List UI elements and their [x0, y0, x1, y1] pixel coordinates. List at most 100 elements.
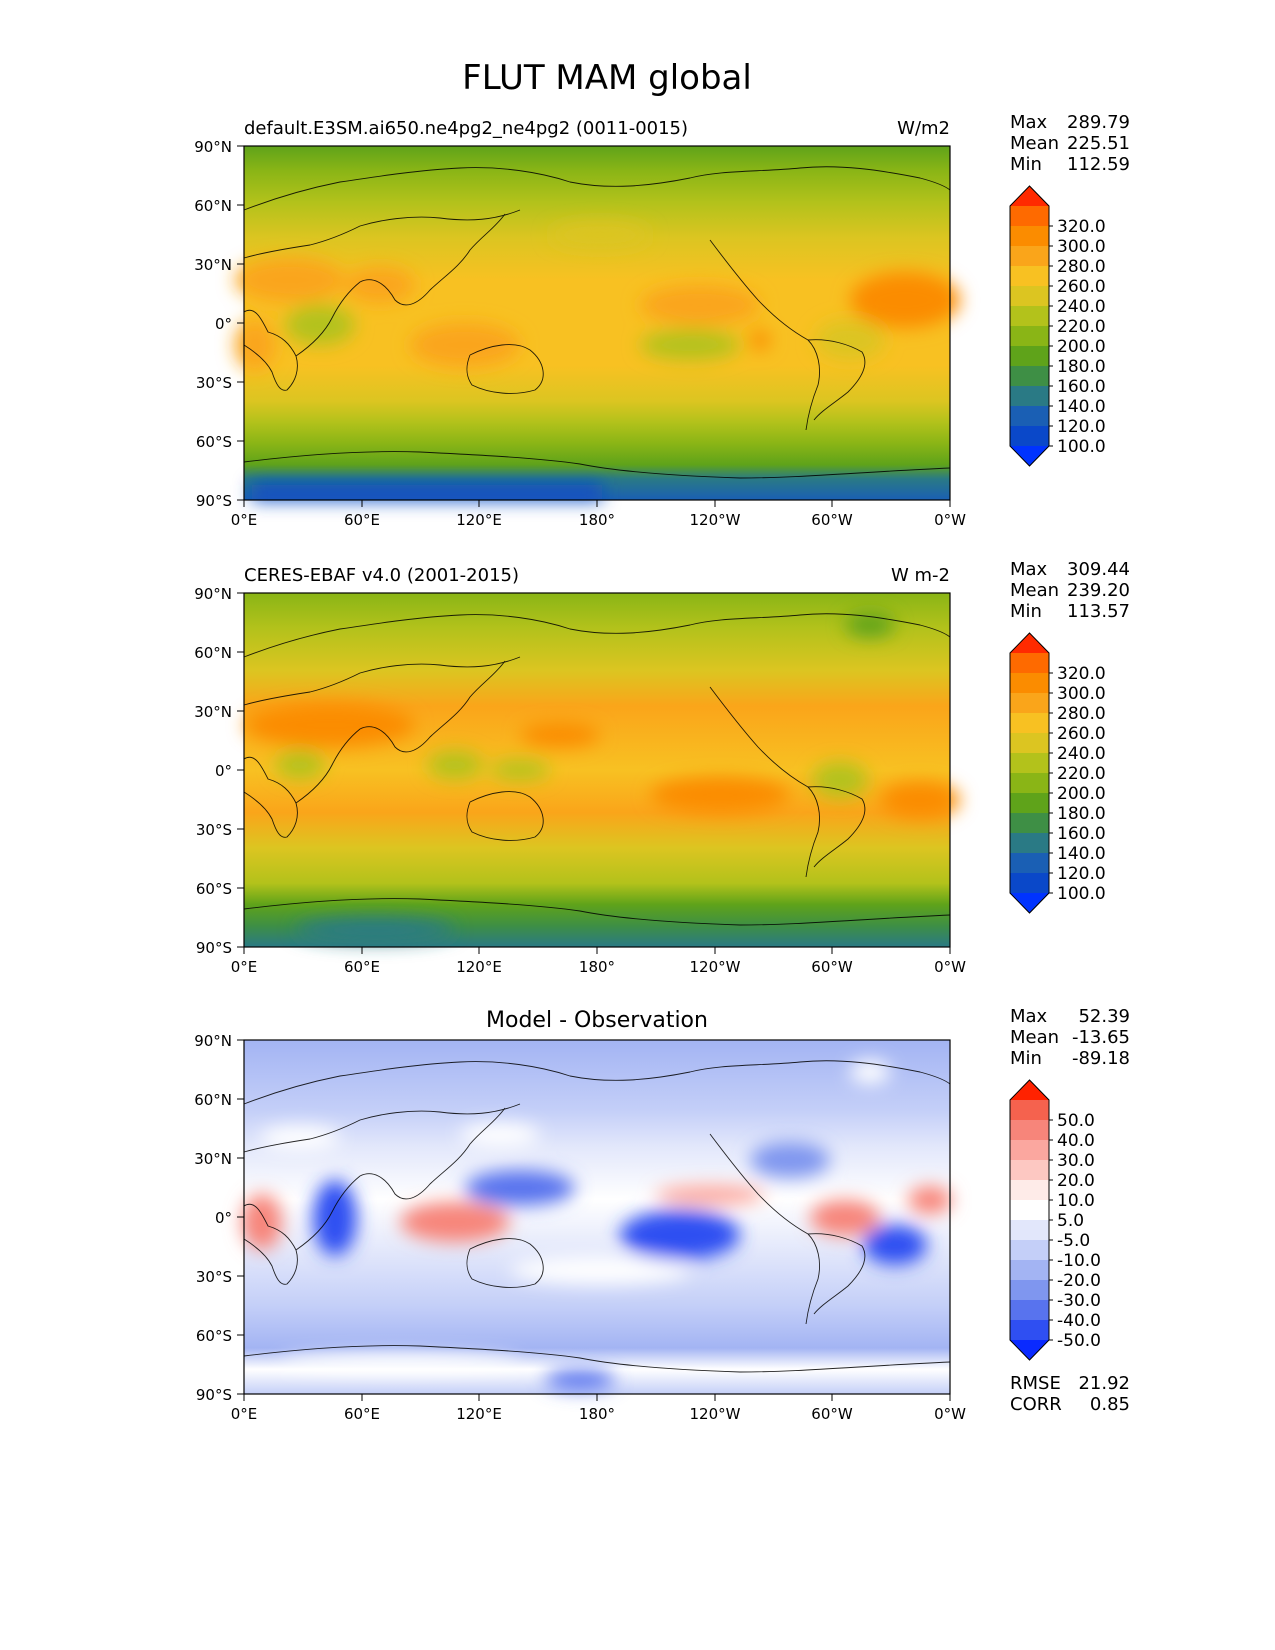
x-tick-label: 120°E: [456, 511, 502, 529]
colorbar: 320.0300.0280.0260.0240.0220.0200.0180.0…: [1009, 185, 1106, 467]
colorbar-extend-min: [1010, 446, 1049, 466]
colorbar-segment: [1010, 833, 1049, 854]
stat-label: Min: [1010, 154, 1042, 175]
x-tick-label: 60°E: [344, 511, 380, 529]
x-tick-label: 120°W: [690, 511, 741, 529]
y-tick-label: 30°S: [196, 1268, 232, 1286]
colorbar-segment: [1010, 773, 1049, 794]
colorbar-segment: [1010, 733, 1049, 754]
colorbar-extend-min: [1010, 1340, 1049, 1360]
panel-difference: Model - Observation: [194, 1006, 1130, 1423]
colorbar-segment: [1010, 753, 1049, 774]
figure-title: FLUT MAM global: [462, 58, 752, 98]
x-tick-label: 0°W: [934, 1405, 966, 1423]
x-tick-label: 120°E: [456, 958, 502, 976]
colorbar-label: 180.0: [1057, 357, 1106, 377]
panel-title-left: default.E3SM.ai650.ne4pg2_ne4pg2 (0011-0…: [244, 118, 688, 139]
colorbar-label: 320.0: [1057, 217, 1106, 237]
colorbar-label: 260.0: [1057, 724, 1106, 744]
colorbar-segment: [1010, 813, 1049, 834]
error-stats-block: RMSE 21.92 CORR 0.85: [1010, 1373, 1130, 1415]
colorbar-label: -20.0: [1057, 1271, 1101, 1291]
y-tick-label: 0°: [215, 1209, 232, 1227]
colorbar-label: -5.0: [1057, 1231, 1090, 1251]
stat-label: Min: [1010, 601, 1042, 622]
x-tick-label: 60°W: [811, 511, 853, 529]
colorbar-label: 20.0: [1057, 1171, 1095, 1191]
y-tick-label: 60°N: [194, 197, 232, 215]
stat-label: Max: [1010, 1006, 1048, 1027]
colorbar-label: 140.0: [1057, 844, 1106, 864]
colorbar-segment: [1010, 386, 1049, 407]
y-tick-label: 60°N: [194, 1091, 232, 1109]
colorbar-label: 260.0: [1057, 277, 1106, 297]
stat-label: Max: [1010, 559, 1048, 580]
colorbar-segment: [1010, 306, 1049, 327]
colorbar-segment: [1010, 226, 1049, 247]
colorbar-label: 120.0: [1057, 864, 1106, 884]
stat-value: 113.57: [1067, 601, 1130, 622]
map-field: [235, 145, 960, 501]
y-tick-label: 60°S: [196, 433, 232, 451]
x-tick-label: 60°E: [344, 958, 380, 976]
stat-value: 52.39: [1078, 1006, 1130, 1027]
y-axis: 90°N 60°N 30°N 0° 30°S 60°S 90°S: [194, 1032, 244, 1404]
corr-value: 0.85: [1090, 1394, 1130, 1415]
y-tick-label: 60°S: [196, 880, 232, 898]
stat-value: 309.44: [1067, 559, 1130, 580]
colorbar-segment: [1010, 853, 1049, 874]
rmse-label: RMSE: [1010, 1373, 1061, 1394]
rmse-value: 21.92: [1078, 1373, 1130, 1394]
x-tick-label: 0°W: [934, 511, 966, 529]
colorbar-segment: [1010, 1300, 1049, 1321]
colorbar-label: 160.0: [1057, 377, 1106, 397]
colorbar-segment: [1010, 673, 1049, 694]
colorbar-label: -30.0: [1057, 1291, 1101, 1311]
colorbar-segment: [1010, 246, 1049, 267]
colorbar-label: 180.0: [1057, 804, 1106, 824]
y-axis: 90°N 60°N 30°N 0° 30°S 60°S 90°S: [194, 585, 244, 957]
y-tick-label: 0°: [215, 315, 232, 333]
colorbar-label: 240.0: [1057, 744, 1106, 764]
colorbar-label: 140.0: [1057, 397, 1106, 417]
panel-observation: CERES-EBAF v4.0 (2001-2015) W m-2: [194, 559, 1130, 976]
colorbar-label: 220.0: [1057, 764, 1106, 784]
map-anomalies: [235, 223, 960, 500]
colorbar-segment: [1010, 653, 1049, 674]
colorbar-label: 5.0: [1057, 1211, 1084, 1231]
y-tick-label: 30°N: [194, 1150, 232, 1168]
map-anomalies: [245, 613, 960, 942]
colorbar-segment: [1010, 346, 1049, 367]
colorbar-segment: [1010, 266, 1049, 287]
colorbar-segment: [1010, 693, 1049, 714]
colorbar-label: 200.0: [1057, 337, 1106, 357]
stat-label: Mean: [1010, 133, 1059, 154]
colorbar-segment: [1010, 1120, 1049, 1141]
colorbar-label: 160.0: [1057, 824, 1106, 844]
colorbar-label: 280.0: [1057, 257, 1106, 277]
colorbar-label: 200.0: [1057, 784, 1106, 804]
colorbar-label: 10.0: [1057, 1191, 1095, 1211]
stat-label: Mean: [1010, 1027, 1059, 1048]
stat-label: Min: [1010, 1048, 1042, 1069]
x-tick-label: 180°: [579, 1405, 615, 1423]
y-tick-label: 90°S: [196, 1386, 232, 1404]
colorbar-segment: [1010, 366, 1049, 387]
colorbar-extend-max: [1010, 1080, 1049, 1100]
colorbar-label: 30.0: [1057, 1151, 1095, 1171]
panel-model: default.E3SM.ai650.ne4pg2_ne4pg2 (0011-0…: [194, 112, 1130, 529]
colorbar-segment: [1010, 1180, 1049, 1201]
x-tick-label: 0°E: [231, 1405, 258, 1423]
x-tick-label: 60°E: [344, 1405, 380, 1423]
colorbar: 320.0300.0280.0260.0240.0220.0200.0180.0…: [1009, 632, 1106, 914]
colorbar-segment: [1010, 1200, 1049, 1221]
x-tick-label: 0°E: [231, 958, 258, 976]
y-tick-label: 30°N: [194, 256, 232, 274]
colorbar: 50.040.030.020.010.05.0-5.0-10.0-20.0-30…: [1009, 1079, 1101, 1361]
colorbar-segment: [1010, 1320, 1049, 1341]
colorbar-label: 320.0: [1057, 664, 1106, 684]
panel-title-left: CERES-EBAF v4.0 (2001-2015): [244, 565, 519, 586]
panel-units: W/m2: [897, 118, 950, 139]
colorbar-extend-max: [1010, 186, 1049, 206]
x-tick-label: 0°E: [231, 511, 258, 529]
